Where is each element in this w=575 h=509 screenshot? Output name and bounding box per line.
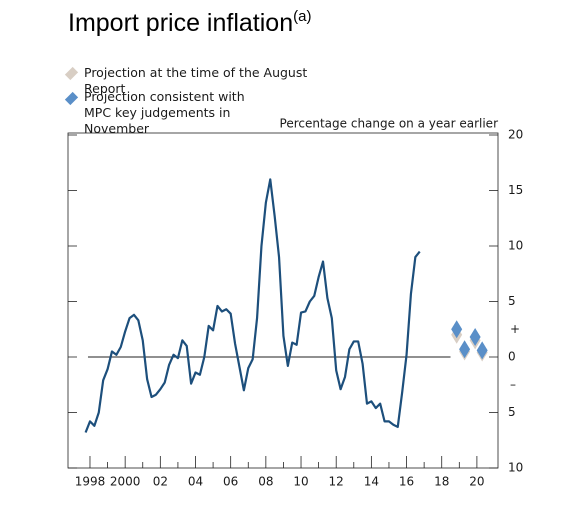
y-tick-label: 10 (508, 239, 523, 253)
y-tick-label: 10 (508, 461, 523, 475)
legend-entry: Projection at the time of the August Rep… (84, 65, 308, 96)
x-tick-label: 08 (258, 475, 273, 489)
x-tick-label: 04 (188, 475, 203, 489)
chart-title: Import price inflation (68, 9, 294, 37)
plot-frame (67, 132, 499, 469)
projection-diamond (459, 340, 471, 359)
x-tick-label: 12 (329, 475, 344, 489)
x-tick-label: 10 (293, 475, 308, 489)
y-tick-label: 15 (508, 183, 523, 197)
x-tick-label: 02 (153, 475, 168, 489)
y-tick-label: 5 (508, 405, 516, 419)
legend-entry: Projection consistent with MPC key judge… (84, 89, 245, 136)
sign-label: – (510, 377, 516, 391)
x-tick-label: 18 (434, 475, 449, 489)
chart-title-wrap: Import price inflation(a) (68, 8, 311, 38)
sign-label: + (510, 322, 520, 336)
data-line (84, 178, 421, 433)
x-tick-label: 2000 (110, 475, 141, 489)
x-tick-label: 06 (223, 475, 238, 489)
x-tick-label: 20 (469, 475, 484, 489)
title-note: (a) (293, 8, 312, 25)
y-tick-label: 0 (508, 350, 516, 364)
x-tick-label: 16 (399, 475, 414, 489)
y-tick-label: 5 (508, 294, 516, 308)
projection-diamond (469, 328, 481, 347)
projection-diamond (476, 341, 488, 360)
x-tick-label: 14 (364, 475, 379, 489)
y-tick-label: 20 (508, 128, 523, 142)
projection-diamond (451, 320, 463, 339)
x-tick-label: 1998 (75, 475, 106, 489)
y-axis-label: Percentage change on a year earlier (280, 117, 499, 131)
